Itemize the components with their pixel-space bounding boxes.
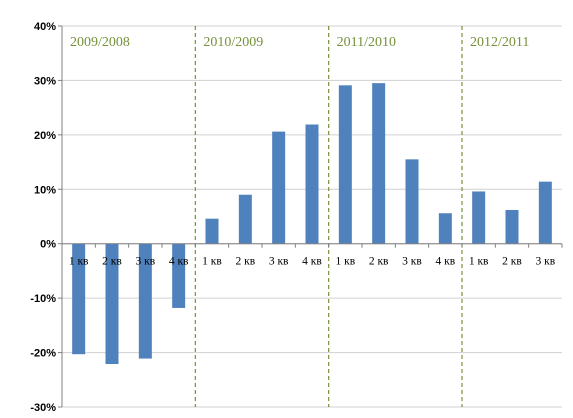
- x-tick-label: 3 кв: [536, 256, 556, 268]
- x-tick-label: 2 кв: [502, 256, 522, 268]
- y-tick-label: 10%: [34, 184, 56, 196]
- y-tick-label: 0%: [40, 239, 56, 251]
- y-tick-label: -20%: [30, 348, 56, 360]
- x-tick-label: 2 кв: [236, 256, 256, 268]
- bar: [538, 181, 552, 244]
- bar: [205, 218, 219, 244]
- period-label: 2011/2010: [337, 35, 396, 50]
- x-tick-label: 1 кв: [336, 256, 356, 268]
- x-tick-label: 4 кв: [436, 256, 456, 268]
- x-tick-label: 1 кв: [469, 256, 489, 268]
- y-tick-label: 40%: [34, 21, 56, 33]
- y-tick-label: 20%: [34, 130, 56, 142]
- x-tick-label: 2 кв: [102, 256, 122, 268]
- bar: [238, 194, 252, 244]
- bar: [472, 191, 486, 244]
- x-tick-label: 1 кв: [202, 256, 222, 268]
- bar: [338, 85, 352, 244]
- axes: [58, 25, 563, 408]
- bar: [305, 124, 319, 244]
- x-tick-label: 3 кв: [402, 256, 422, 268]
- bar: [172, 243, 186, 308]
- y-tick-label: 30%: [34, 75, 56, 87]
- bar: [105, 243, 119, 365]
- bar: [505, 209, 519, 244]
- y-tick-labels: 40% 30% 20% 10% 0% -10% -20% -30%: [30, 21, 56, 414]
- bar: [138, 243, 152, 359]
- x-tick-label: 2 кв: [369, 256, 389, 268]
- period-label: 2009/2008: [70, 35, 130, 50]
- x-tick-label: 1 кв: [69, 256, 89, 268]
- x-tick-label: 4 кв: [169, 256, 189, 268]
- period-labels: 2009/2008 2010/2009 2011/2010 2012/2011: [70, 35, 529, 50]
- bar: [438, 213, 452, 244]
- period-label: 2010/2009: [203, 35, 263, 50]
- period-label: 2012/2011: [470, 35, 529, 50]
- bar: [272, 131, 286, 244]
- bars: [72, 83, 552, 365]
- period-dividers: [194, 26, 463, 407]
- bar: [405, 159, 419, 244]
- x-tick-labels: 1 кв 2 кв 3 кв 4 кв 1 кв 2 кв 3 кв 4 кв 1 кв 2 кв…: [69, 256, 556, 268]
- x-tick-label: 3 кв: [269, 256, 289, 268]
- bar: [372, 83, 386, 244]
- x-tick-label: 4 кв: [302, 256, 322, 268]
- bar: [72, 243, 86, 355]
- y-tick-label: -30%: [30, 402, 56, 414]
- x-tick-label: 3 кв: [136, 256, 156, 268]
- y-tick-label: -10%: [30, 293, 56, 305]
